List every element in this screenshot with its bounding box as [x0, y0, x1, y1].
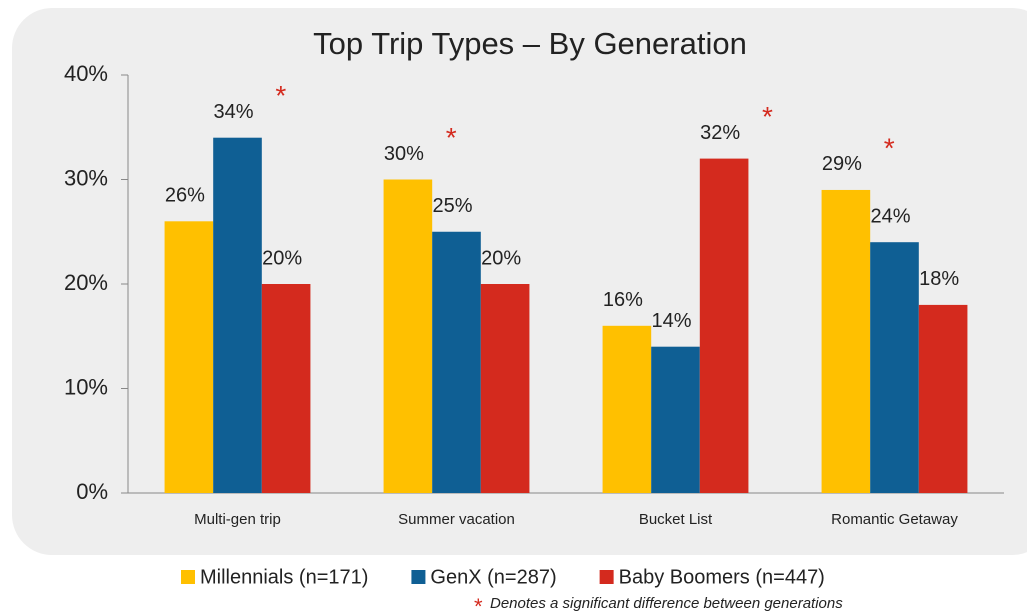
x-tick-label: Bucket List	[639, 511, 713, 528]
bar	[870, 242, 919, 493]
x-tick-label: Multi-gen trip	[194, 511, 281, 528]
footnote: Denotes a significant difference between…	[490, 595, 843, 612]
bar	[918, 304, 968, 493]
bar	[480, 284, 530, 493]
value-label: 32%	[700, 122, 740, 144]
value-label: 24%	[870, 205, 910, 227]
legend-swatch	[599, 570, 614, 584]
y-tick-label: 0%	[76, 479, 108, 504]
bar	[432, 231, 481, 493]
significance-marker: *	[884, 132, 895, 163]
bar	[383, 179, 433, 493]
x-tick-label: Summer vacation	[398, 511, 515, 528]
value-label: 16%	[603, 289, 643, 311]
chart-title: Top Trip Types – By Generation	[313, 26, 747, 61]
bar	[651, 346, 700, 493]
significance-marker: *	[275, 80, 286, 111]
value-label: 20%	[262, 247, 302, 269]
bar	[602, 325, 652, 493]
legend-label: Baby Boomers (n=447)	[619, 566, 825, 588]
value-label: 14%	[651, 310, 691, 332]
value-label: 25%	[432, 195, 472, 217]
value-label: 18%	[919, 268, 959, 290]
x-tick-label: Romantic Getaway	[831, 511, 958, 528]
y-tick-label: 10%	[64, 374, 108, 399]
value-label: 30%	[384, 143, 424, 165]
bar	[699, 158, 749, 493]
bar	[213, 137, 262, 493]
y-tick-label: 40%	[64, 61, 108, 86]
bar	[821, 189, 871, 493]
footnote-marker: *	[474, 594, 483, 615]
legend-swatch	[411, 570, 426, 584]
y-tick-label: 30%	[64, 165, 108, 190]
significance-marker: *	[446, 122, 457, 153]
value-label: 34%	[213, 101, 253, 123]
bar	[164, 221, 214, 494]
value-label: 26%	[165, 185, 205, 207]
value-label: 20%	[481, 247, 521, 269]
legend-label: GenX (n=287)	[430, 566, 556, 588]
bar	[261, 284, 311, 493]
value-label: 29%	[822, 153, 862, 175]
legend-swatch	[181, 570, 195, 584]
y-tick-label: 20%	[64, 270, 108, 295]
significance-marker: *	[762, 101, 773, 132]
legend-label: Millennials (n=171)	[200, 566, 368, 588]
